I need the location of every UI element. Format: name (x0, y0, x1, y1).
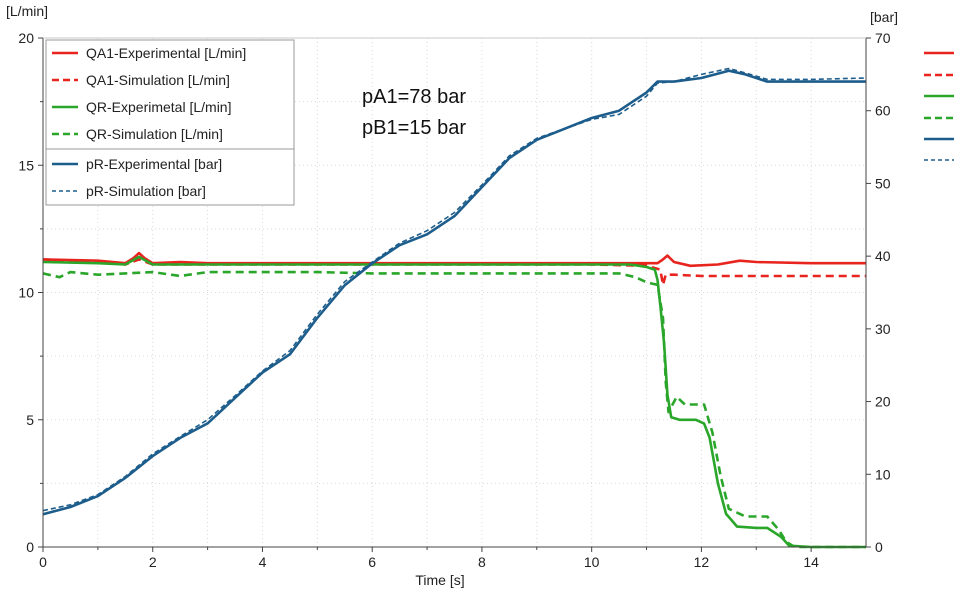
annotation-pa1: pA1=78 bar (362, 86, 466, 108)
legend-label-1: QA1-Simulation [L/min] (86, 72, 230, 88)
x-tick-label: 4 (259, 554, 267, 570)
x-tick-label: 8 (478, 554, 486, 570)
side-legend (924, 51, 954, 161)
legend-box (45, 39, 295, 206)
legend-label-4: pR-Experimental [bar] (86, 156, 222, 172)
y-right-tick-label: 10 (875, 466, 891, 482)
y-right-tick-label: 40 (875, 248, 891, 264)
x-tick-label: 2 (149, 554, 157, 570)
legend-label-0: QA1-Experimental [L/min] (86, 45, 246, 61)
series-line-3 (42, 270, 866, 549)
legend: QA1-Experimental [L/min] QA1-Simulation [… (45, 39, 295, 206)
x-tick-label: 10 (584, 554, 600, 570)
tick-labels: 0 2 4 6 8 10 12 14 0 5 10 15 20 0 10 20 30 40 50 60 70 (18, 30, 890, 570)
x-tick-label: 6 (368, 554, 376, 570)
y-left-tick-label: 15 (18, 157, 34, 173)
legend-label-5: pR-Simulation [bar] (86, 183, 206, 199)
axes (38, 37, 871, 552)
y-axis-left-title: [L/min] (6, 3, 48, 19)
series-line-2 (42, 255, 866, 549)
y-right-tick-label: 0 (875, 539, 883, 555)
legend-label-3: QR-Simulation [L/min] (86, 126, 223, 142)
y-left-tick-label: 0 (26, 539, 34, 555)
y-right-tick-label: 70 (875, 30, 891, 46)
y-left-tick-label: 5 (26, 412, 34, 428)
legend-label-2: QR-Experimetal [L/min] (86, 99, 231, 115)
series-line-5 (42, 67, 867, 512)
y-right-tick-label: 20 (875, 394, 891, 410)
x-tick-label: 14 (803, 554, 819, 570)
series-line-4 (42, 69, 866, 516)
y-left-tick-label: 20 (18, 30, 34, 46)
x-tick-label: 0 (39, 554, 47, 570)
y-axis-right-title: [bar] (870, 9, 898, 25)
x-axis-title: Time [s] (415, 572, 464, 588)
y-right-tick-label: 50 (875, 175, 891, 191)
x-tick-label: 12 (694, 554, 710, 570)
y-left-tick-label: 10 (18, 285, 34, 301)
y-right-tick-label: 60 (875, 103, 891, 119)
y-right-tick-label: 30 (875, 321, 891, 337)
annotation-pb1: pB1=15 bar (362, 117, 466, 139)
series-group (42, 67, 867, 549)
